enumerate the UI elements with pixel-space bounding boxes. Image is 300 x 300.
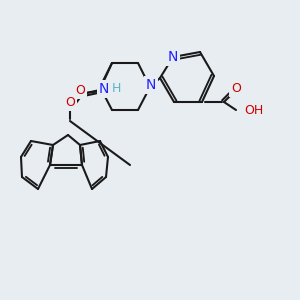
Text: O: O: [65, 97, 75, 110]
Text: N: N: [99, 82, 109, 96]
Text: O: O: [75, 85, 85, 98]
Text: N: N: [168, 50, 178, 64]
Text: OH: OH: [244, 103, 263, 116]
Text: O: O: [231, 82, 241, 95]
Text: N: N: [146, 78, 156, 92]
Text: H: H: [111, 82, 121, 95]
